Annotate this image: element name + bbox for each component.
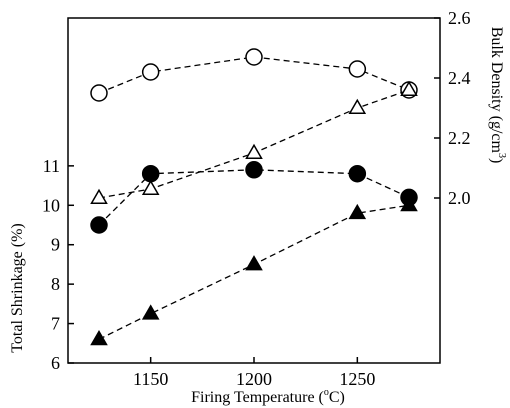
data-point-circle bbox=[246, 162, 262, 178]
x-tick-label: 1250 bbox=[339, 369, 375, 389]
data-point-circle bbox=[91, 217, 107, 233]
plot-frame bbox=[68, 18, 440, 363]
series-3 bbox=[91, 162, 417, 233]
data-point-triangle bbox=[143, 181, 158, 194]
data-point-triangle bbox=[247, 257, 262, 270]
right-y-tick-label: 2.0 bbox=[448, 188, 471, 208]
data-point-triangle bbox=[92, 332, 107, 345]
data-point-circle bbox=[91, 85, 107, 101]
data-point-circle bbox=[143, 64, 159, 80]
x-tick-label: 1200 bbox=[236, 369, 272, 389]
x-tick-label: 1150 bbox=[133, 369, 168, 389]
right-y-axis-title: Bulk Density (g/cm3) bbox=[488, 27, 507, 164]
data-point-circle bbox=[246, 49, 262, 65]
left-y-tick-label: 10 bbox=[42, 195, 60, 215]
left-y-axis-title: Total Shrinkage (%) bbox=[9, 223, 26, 353]
data-point-circle bbox=[143, 166, 159, 182]
series-1 bbox=[91, 49, 417, 101]
right-y-tick-label: 2.4 bbox=[448, 68, 471, 88]
left-y-tick-label: 8 bbox=[51, 274, 60, 294]
x-axis-title: Firing Temperature (oC) bbox=[191, 387, 345, 406]
left-y-tick-label: 7 bbox=[51, 314, 60, 334]
data-point-circle bbox=[349, 61, 365, 77]
data-point-triangle bbox=[143, 306, 158, 319]
series-4 bbox=[92, 198, 417, 345]
left-y-tick-label: 6 bbox=[51, 353, 60, 373]
data-point-triangle bbox=[247, 145, 262, 158]
series-2 bbox=[92, 82, 417, 203]
left-y-tick-label: 11 bbox=[43, 156, 60, 176]
data-point-triangle bbox=[350, 100, 365, 113]
left-y-tick-label: 9 bbox=[51, 235, 60, 255]
data-point-circle bbox=[349, 166, 365, 182]
right-y-tick-label: 2.6 bbox=[448, 8, 471, 28]
right-y-tick-label: 2.2 bbox=[448, 128, 471, 148]
